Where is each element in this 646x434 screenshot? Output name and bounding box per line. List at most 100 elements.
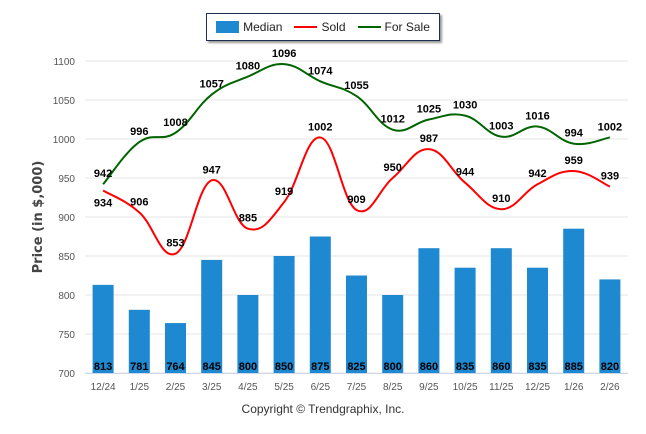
line-data-label: 939 bbox=[601, 171, 619, 183]
legend-item-sold[interactable]: Sold bbox=[294, 20, 346, 34]
bar-data-label: 850 bbox=[275, 361, 293, 373]
y-tick-label: 1050 bbox=[53, 96, 76, 107]
y-tick-label: 1000 bbox=[53, 135, 76, 146]
bar-data-label: 845 bbox=[203, 361, 221, 373]
line-data-label: 1016 bbox=[525, 111, 549, 123]
line-data-label: 942 bbox=[528, 168, 546, 180]
bar-median bbox=[382, 295, 404, 373]
legend: Median Sold For Sale bbox=[206, 13, 440, 41]
bar-median bbox=[490, 248, 512, 373]
x-tick-label: 6/25 bbox=[311, 382, 331, 393]
line-data-label: 1057 bbox=[199, 79, 223, 91]
bar-median bbox=[599, 279, 621, 373]
line-data-label: 1080 bbox=[236, 61, 260, 73]
bar-data-label: 820 bbox=[601, 361, 619, 373]
line-data-label: 853 bbox=[166, 238, 184, 250]
line-data-label: 1025 bbox=[417, 104, 441, 116]
bar-median bbox=[237, 295, 259, 373]
line-data-label: 1003 bbox=[489, 121, 513, 133]
x-tick-label: 4/25 bbox=[238, 382, 258, 393]
x-tick-label: 2/25 bbox=[166, 382, 186, 393]
legend-swatch-median bbox=[216, 21, 240, 33]
line-data-label: 1055 bbox=[344, 80, 368, 92]
line-data-label: 1002 bbox=[308, 121, 332, 133]
bar-data-label: 860 bbox=[420, 361, 438, 373]
line-data-label: 942 bbox=[94, 168, 112, 180]
line-data-label: 959 bbox=[565, 155, 583, 167]
line-data-label: 919 bbox=[275, 186, 293, 198]
line-data-label: 885 bbox=[239, 213, 257, 225]
y-tick-label: 750 bbox=[58, 330, 75, 341]
legend-label: For Sale bbox=[384, 20, 430, 34]
bar-data-label: 781 bbox=[130, 361, 148, 373]
x-tick-label: 8/25 bbox=[383, 382, 403, 393]
y-tick-label: 950 bbox=[58, 174, 75, 185]
x-tick-label: 1/25 bbox=[130, 382, 150, 393]
legend-item-for-sale[interactable]: For Sale bbox=[357, 20, 430, 34]
line-data-label: 910 bbox=[492, 193, 510, 205]
legend-label: Sold bbox=[321, 20, 346, 34]
bar-data-label: 825 bbox=[347, 361, 365, 373]
x-tick-label: 7/25 bbox=[347, 382, 367, 393]
line-data-label: 947 bbox=[203, 164, 221, 176]
x-tick-label: 1/26 bbox=[564, 382, 584, 393]
bar-median bbox=[273, 256, 295, 373]
y-tick-label: 700 bbox=[58, 369, 75, 380]
legend-swatch-sold bbox=[294, 26, 318, 28]
line-data-label: 950 bbox=[384, 162, 402, 174]
line-data-label: 909 bbox=[347, 194, 365, 206]
y-tick-label: 850 bbox=[58, 252, 75, 263]
line-data-label: 944 bbox=[456, 167, 475, 179]
line-for-sale bbox=[102, 63, 611, 185]
bar-median bbox=[346, 275, 367, 373]
bar-median bbox=[201, 259, 223, 373]
x-tick-label: 5/25 bbox=[274, 382, 294, 393]
bar-data-label: 875 bbox=[311, 361, 329, 373]
bar-data-label: 800 bbox=[384, 361, 402, 373]
line-data-label: 1008 bbox=[163, 117, 187, 129]
bar-median bbox=[309, 236, 331, 373]
bar-data-label: 835 bbox=[528, 361, 546, 373]
line-data-label: 987 bbox=[420, 133, 438, 145]
x-tick-label: 12/25 bbox=[525, 382, 550, 393]
line-sold bbox=[102, 136, 611, 256]
line-data-label: 1074 bbox=[308, 65, 333, 77]
line-data-label: 1002 bbox=[598, 121, 622, 133]
line-data-label: 996 bbox=[130, 126, 148, 138]
line-data-label: 994 bbox=[565, 128, 584, 140]
x-tick-label: 10/25 bbox=[453, 382, 478, 393]
bar-median bbox=[527, 267, 548, 373]
x-tick-label: 11/25 bbox=[489, 382, 514, 393]
bar-data-label: 885 bbox=[565, 361, 583, 373]
bar-median bbox=[92, 284, 114, 373]
y-tick-label: 800 bbox=[58, 291, 75, 302]
y-tick-label: 1100 bbox=[53, 57, 75, 68]
bar-median bbox=[418, 248, 440, 373]
bar-data-label: 860 bbox=[492, 361, 510, 373]
line-data-label: 1012 bbox=[380, 114, 404, 126]
x-tick-label: 9/25 bbox=[419, 382, 439, 393]
x-tick-label: 12/24 bbox=[91, 382, 116, 393]
legend-item-median[interactable]: Median bbox=[216, 20, 282, 34]
legend-swatch-for-sale bbox=[357, 26, 381, 28]
y-tick-label: 900 bbox=[58, 213, 75, 224]
bar-data-label: 835 bbox=[456, 361, 474, 373]
bar-data-label: 800 bbox=[239, 361, 257, 373]
copyright-footer: Copyright © Trendgraphix, Inc. bbox=[241, 402, 405, 416]
bar-data-label: 764 bbox=[166, 361, 185, 373]
y-axis-title: Price (in $,000) bbox=[31, 161, 46, 274]
bar-median bbox=[128, 309, 150, 373]
line-data-label: 1096 bbox=[272, 48, 296, 60]
bar-median bbox=[563, 228, 585, 373]
line-data-label: 1030 bbox=[453, 100, 477, 112]
bar-median bbox=[454, 267, 476, 373]
x-tick-label: 2/26 bbox=[600, 382, 620, 393]
x-tick-label: 3/25 bbox=[202, 382, 222, 393]
bar-data-label: 813 bbox=[94, 361, 112, 373]
line-data-label: 906 bbox=[130, 196, 148, 208]
legend-label: Median bbox=[243, 20, 283, 34]
bar-median bbox=[165, 323, 186, 373]
line-data-label: 934 bbox=[94, 197, 113, 209]
